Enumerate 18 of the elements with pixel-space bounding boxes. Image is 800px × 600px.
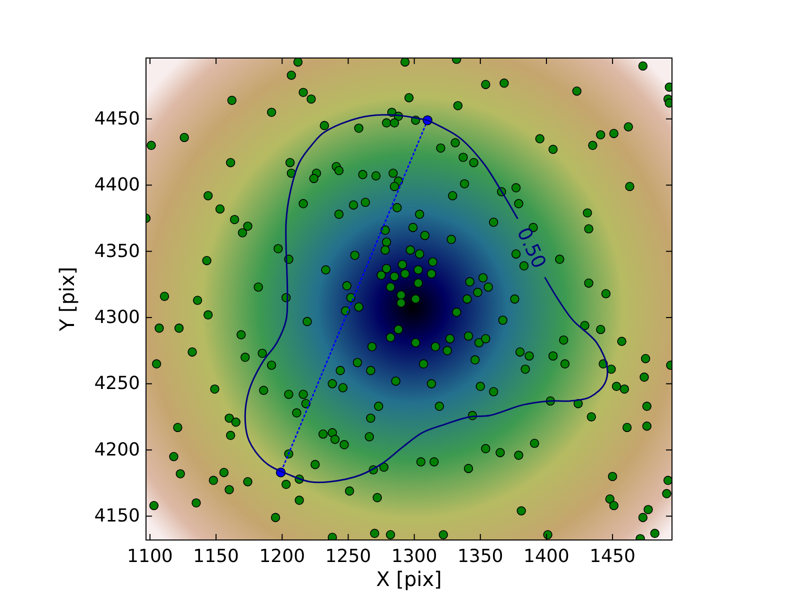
x-tick-label: 1350 <box>457 546 504 567</box>
y-tick-label: 4200 <box>94 439 140 460</box>
y-tick-label: 4150 <box>94 506 140 527</box>
text: 0.50 <box>512 224 550 272</box>
y-tick-label: 4250 <box>94 373 140 394</box>
x-tick-label: 1450 <box>590 546 636 567</box>
y-axis-title: Y [pix] <box>55 266 79 332</box>
y-tick-label: 4450 <box>94 108 140 130</box>
y-tick-label: 4300 <box>94 307 140 328</box>
x-tick-label: 1100 <box>127 546 173 567</box>
x-tick-label: 1300 <box>391 546 438 567</box>
x-tick-label: 1250 <box>325 546 372 567</box>
x-axis-title: X [pix] <box>376 567 442 591</box>
x-tick-label: 1200 <box>259 546 306 567</box>
y-tick-label: 4350 <box>94 240 140 262</box>
y-tick-label: 4400 <box>94 174 140 196</box>
x-tick-label: 1150 <box>193 546 239 567</box>
x-tick-label: 1400 <box>524 546 570 567</box>
